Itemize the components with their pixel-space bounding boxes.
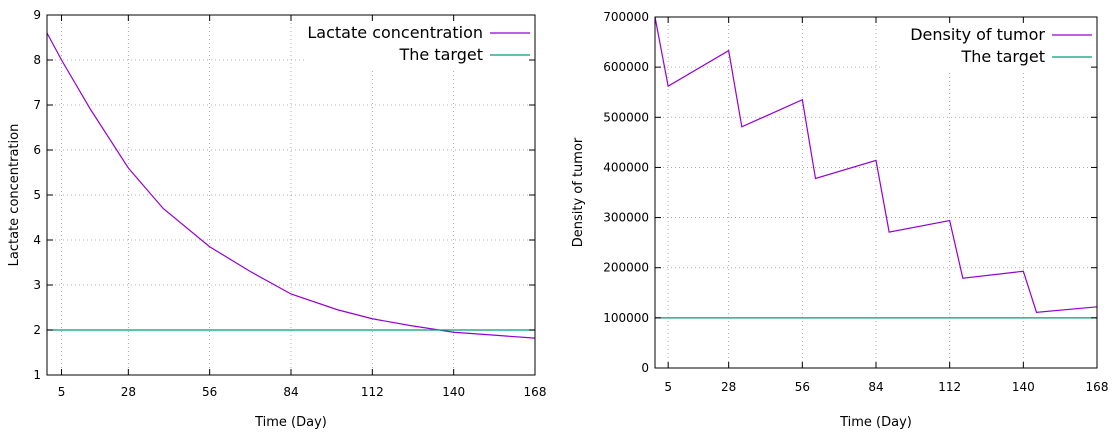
y-tick-label: 400000 (603, 160, 649, 174)
legend-label: Density of tumor (910, 25, 1045, 44)
y-tick-label: 0 (641, 361, 649, 375)
y-tick-label: 5 (33, 188, 41, 202)
x-tick-label: 84 (283, 385, 298, 399)
x-tick-label: 28 (721, 380, 736, 394)
x-tick-label: 84 (868, 380, 883, 394)
series-line-primary (46, 32, 536, 339)
legend-label: Lactate concentration (307, 23, 483, 42)
x-tick-label: 140 (442, 385, 465, 399)
legend-box (305, 18, 532, 68)
x-tick-label: 112 (361, 385, 384, 399)
y-tick-label: 300000 (603, 211, 649, 225)
x-axis-label: Time (Day) (254, 415, 327, 430)
y-tick-label: 100000 (603, 311, 649, 325)
legend-label: The target (399, 45, 484, 64)
x-tick-label: 5 (664, 380, 672, 394)
series-line-primary (654, 16, 1098, 313)
y-tick-label: 3 (33, 278, 41, 292)
y-tick-label: 9 (33, 8, 41, 22)
y-tick-label: 600000 (603, 60, 649, 74)
x-tick-label: 112 (938, 380, 961, 394)
y-tick-label: 500000 (603, 110, 649, 124)
x-tick-label: 56 (202, 385, 217, 399)
x-axis-label: Time (Day) (839, 415, 912, 430)
y-axis-label: Density of tumor (571, 137, 586, 247)
y-tick-label: 1 (33, 368, 41, 382)
x-tick-label: 28 (121, 385, 136, 399)
y-tick-label: 700000 (603, 10, 649, 24)
y-axis-label: Lactate concentration (7, 124, 22, 267)
y-tick-label: 8 (33, 53, 41, 67)
y-tick-label: 2 (33, 323, 41, 337)
x-tick-label: 168 (524, 385, 547, 399)
legend-label: The target (961, 47, 1046, 66)
x-tick-label: 56 (795, 380, 810, 394)
y-tick-label: 200000 (603, 261, 649, 275)
y-tick-label: 4 (33, 233, 41, 247)
x-tick-label: 5 (58, 385, 66, 399)
y-tick-label: 7 (33, 98, 41, 112)
tumor-density-chart: 5 28 56 84 112 140 168 0 100000 200000 300000 40000… (571, 10, 1109, 430)
legend-box (882, 20, 1094, 70)
x-tick-label: 140 (1012, 380, 1035, 394)
y-tick-label: 6 (33, 143, 41, 157)
x-tick-label: 168 (1086, 380, 1109, 394)
